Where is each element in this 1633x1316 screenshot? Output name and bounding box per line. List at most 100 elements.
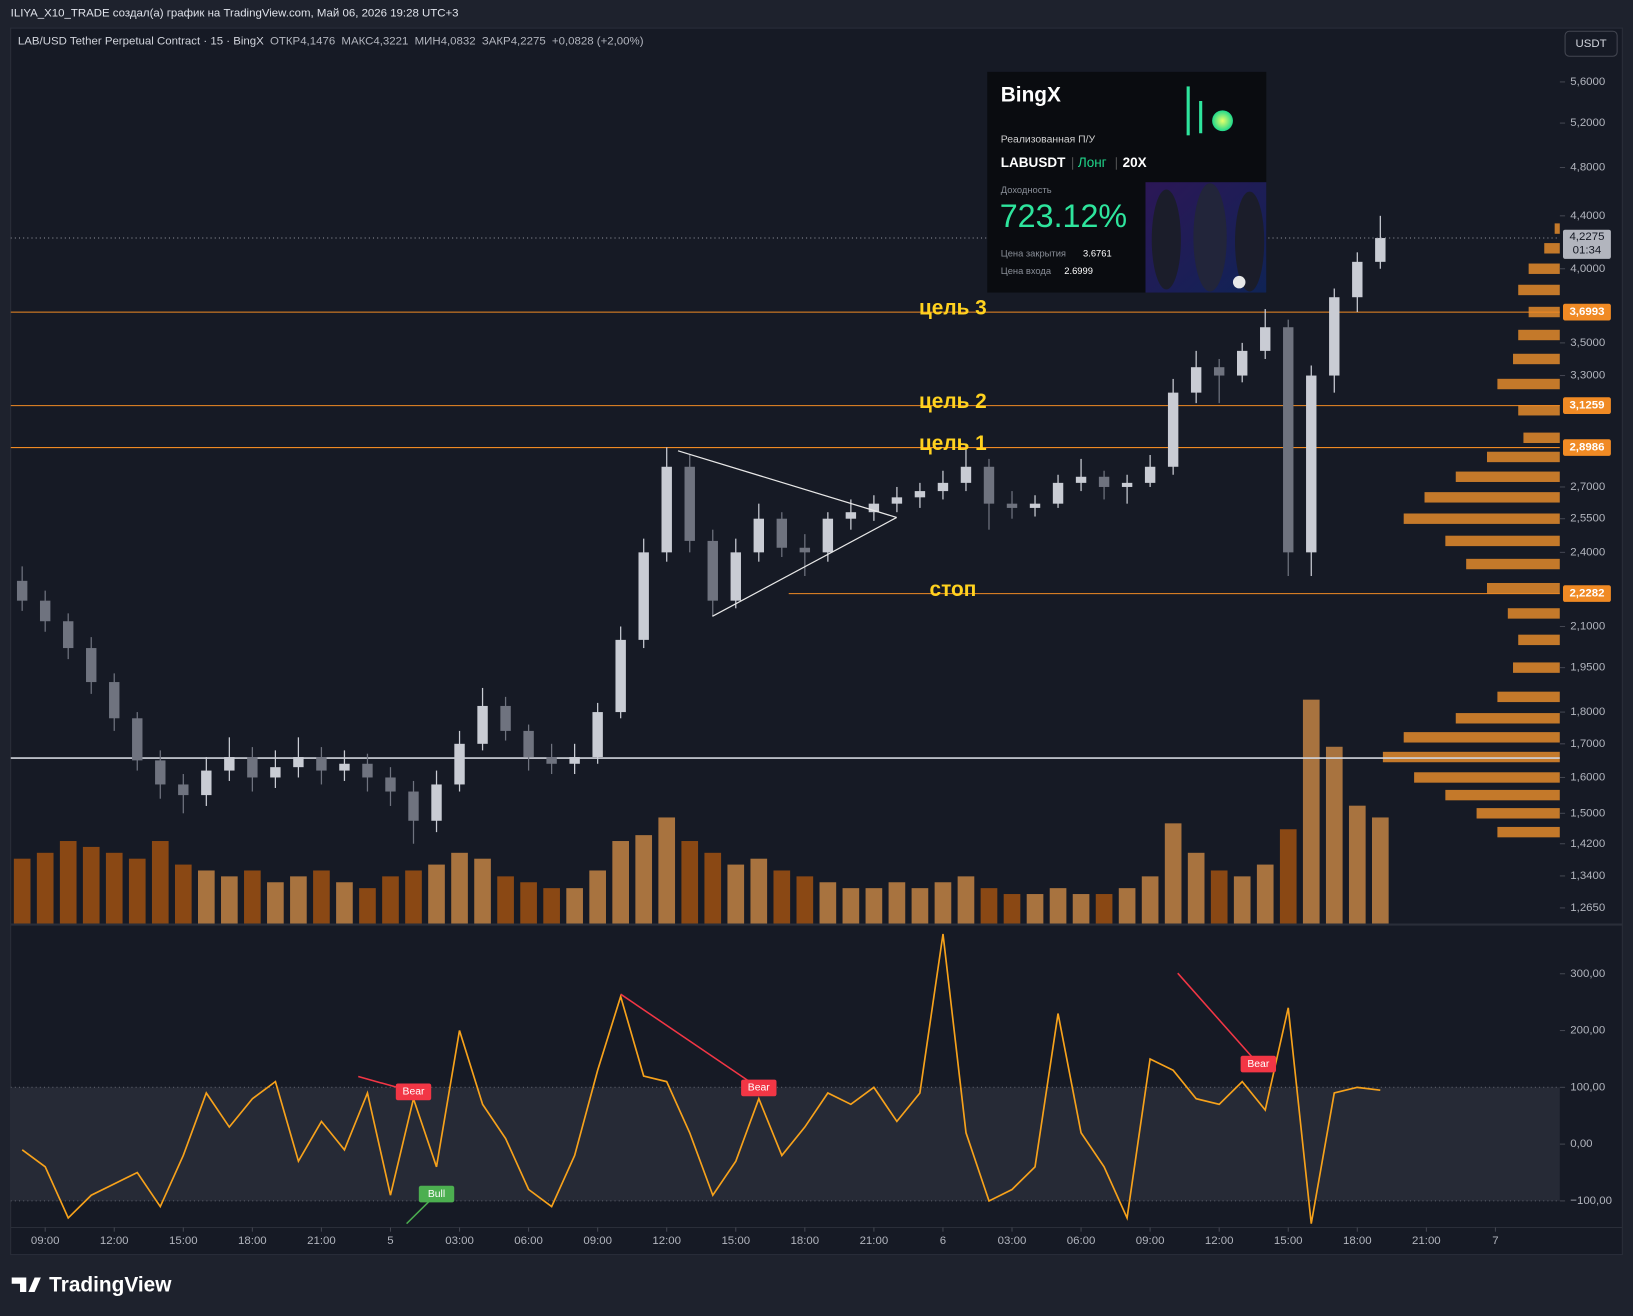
volume-bar [1095, 894, 1113, 924]
candle-body [155, 760, 166, 785]
volume-bar [197, 870, 215, 924]
candle-body [546, 757, 557, 764]
candle-body [1006, 503, 1018, 508]
x-tick-label: 21:00 [307, 1235, 336, 1247]
pnl-card: BingX Реализованная П/У LABUSDT Лонг 20X… [987, 71, 1267, 293]
candle-body [799, 547, 811, 553]
volume-bar [635, 835, 653, 924]
footer-brand: TradingView [49, 1273, 172, 1296]
y-tick-label: 3,5000 [1570, 337, 1605, 349]
y-tick-label: 0,00 [1570, 1138, 1592, 1150]
volume-bar [681, 841, 699, 924]
candle-body [247, 757, 258, 778]
y-tick-label: 2,4000 [1570, 546, 1605, 558]
candle-body [1213, 367, 1225, 376]
volume-bar [382, 876, 399, 924]
y-tick-label: 100,00 [1570, 1081, 1605, 1093]
signal-label: Bear [748, 1083, 771, 1094]
volume-bar [819, 882, 837, 924]
volume-bar [1348, 805, 1366, 924]
volume-profile-bar [1507, 608, 1560, 619]
volume-profile-bar [1455, 713, 1560, 724]
volume-bar [1325, 746, 1343, 924]
volume-bar [1210, 870, 1228, 924]
candle-body [39, 600, 51, 622]
candle-body [178, 784, 189, 796]
y-tick-label: 1,5000 [1570, 807, 1605, 819]
volume-bar [1233, 876, 1251, 924]
candle-body [1352, 261, 1363, 298]
oscillator-band [10, 1087, 1560, 1201]
volume-bar [221, 876, 238, 924]
x-tick-label: 15:00 [169, 1235, 198, 1247]
candle-body [1329, 297, 1340, 376]
candle-body [431, 784, 442, 821]
oscillator-line [21, 933, 1381, 1224]
last-price-badge [1562, 229, 1611, 259]
candle-body [661, 466, 672, 553]
volume-bar [151, 841, 169, 924]
card-yield: 723.12% [1000, 198, 1127, 234]
volume-bar [543, 888, 560, 924]
signal-badge [1240, 1055, 1277, 1073]
candle-body [316, 757, 327, 771]
volume-profile-bar [1513, 353, 1560, 365]
candle-body [1283, 327, 1294, 553]
candle-body [201, 770, 212, 796]
volume-bar [1302, 699, 1320, 924]
x-tick-label: 12:00 [652, 1235, 681, 1247]
y-tick-label: 1,9500 [1570, 662, 1605, 674]
candle-body [845, 512, 857, 519]
volume-bar [359, 888, 376, 924]
volume-profile-bar [1513, 662, 1560, 673]
candle-body [868, 503, 880, 513]
currency-button[interactable] [1564, 30, 1618, 57]
candle-body [477, 705, 488, 744]
candle-body [822, 518, 834, 553]
volume-profile-bar [1382, 751, 1560, 763]
volume-bar [1187, 852, 1205, 924]
volume-bar [1371, 817, 1389, 924]
volume-bar [313, 870, 330, 924]
y-tick-label: −100,00 [1570, 1195, 1612, 1207]
candle-body [1029, 503, 1041, 508]
x-tick-label: 18:00 [791, 1235, 820, 1247]
candle-body [1167, 392, 1179, 467]
card-close: 3.6761 [1083, 249, 1112, 259]
candle-body [615, 639, 626, 713]
volume-bar [105, 852, 123, 924]
volume-profile-bar [1445, 535, 1560, 547]
x-tick-label: 21:00 [860, 1235, 889, 1247]
candle-body [63, 621, 74, 649]
volume-bar [911, 888, 929, 924]
legend-value: 4,2275 [511, 36, 546, 48]
header-text: ILIYA_X10_TRADE создал(а) график на Trad… [11, 8, 459, 20]
card-side: Лонг [1078, 155, 1107, 170]
y-tick-label: 5,2000 [1570, 117, 1605, 129]
legend-title: LAB/USD Tether Perpetual Contract · 15 ·… [18, 36, 264, 48]
candle-body [224, 757, 235, 771]
volume-bar [244, 870, 261, 924]
candle-body [1190, 367, 1202, 393]
candle-body [569, 757, 580, 764]
last-price-countdown: 01:34 [1573, 245, 1602, 257]
y-tick-label: 1,6000 [1570, 772, 1605, 784]
volume-bar [520, 882, 537, 924]
x-tick-label: 06:00 [1067, 1235, 1096, 1247]
y-tick-label: 5,6000 [1570, 76, 1605, 88]
card-icon [1212, 110, 1233, 132]
volume-profile-bar [1414, 772, 1560, 783]
candle-body [362, 763, 373, 778]
logo-mark [11, 1277, 41, 1293]
candle-body [937, 482, 949, 492]
candle-body [1098, 476, 1110, 487]
y-tick-label: 4,8000 [1570, 162, 1605, 174]
currency-label[interactable]: USDT [1576, 38, 1607, 50]
card-symbol: LABUSDT [1001, 155, 1066, 170]
y-tick-label: 1,2650 [1570, 902, 1605, 914]
volume-bar [128, 858, 146, 924]
legend-value: 4,0832 [441, 36, 476, 48]
legend-label: МАКС [341, 36, 373, 48]
divergence-line [620, 993, 760, 1089]
